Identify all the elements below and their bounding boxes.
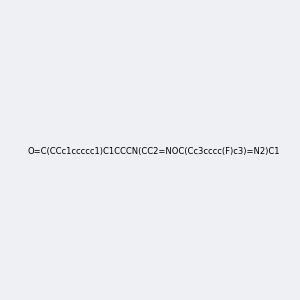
- Text: O=C(CCc1ccccc1)C1CCCN(CC2=NOC(Cc3cccc(F)c3)=N2)C1: O=C(CCc1ccccc1)C1CCCN(CC2=NOC(Cc3cccc(F)…: [28, 147, 280, 156]
